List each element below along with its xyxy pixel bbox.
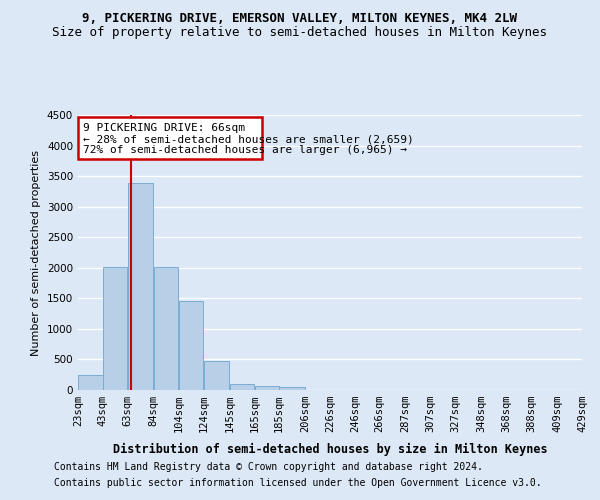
Text: Contains public sector information licensed under the Open Government Licence v3: Contains public sector information licen…	[54, 478, 542, 488]
Text: 9, PICKERING DRIVE, EMERSON VALLEY, MILTON KEYNES, MK4 2LW: 9, PICKERING DRIVE, EMERSON VALLEY, MILT…	[83, 12, 517, 26]
Bar	[280, 387, 305, 390]
Bar	[230, 384, 254, 390]
Bar	[254, 386, 279, 390]
Text: 72% of semi-detached houses are larger (6,965) →: 72% of semi-detached houses are larger (…	[83, 145, 407, 155]
Text: ← 28% of semi-detached houses are smaller (2,659): ← 28% of semi-detached houses are smalle…	[83, 134, 414, 144]
Bar	[154, 266, 178, 390]
Bar	[78, 118, 262, 159]
Bar	[179, 301, 203, 390]
Text: Contains HM Land Registry data © Crown copyright and database right 2024.: Contains HM Land Registry data © Crown c…	[54, 462, 483, 472]
Text: Distribution of semi-detached houses by size in Milton Keynes: Distribution of semi-detached houses by …	[113, 442, 547, 456]
Text: 9 PICKERING DRIVE: 66sqm: 9 PICKERING DRIVE: 66sqm	[83, 123, 245, 133]
Text: Size of property relative to semi-detached houses in Milton Keynes: Size of property relative to semi-detach…	[53, 26, 548, 39]
Y-axis label: Number of semi-detached properties: Number of semi-detached properties	[31, 150, 41, 356]
Bar	[103, 266, 127, 390]
Bar	[79, 374, 103, 390]
Bar	[203, 362, 229, 390]
Bar	[128, 184, 154, 390]
